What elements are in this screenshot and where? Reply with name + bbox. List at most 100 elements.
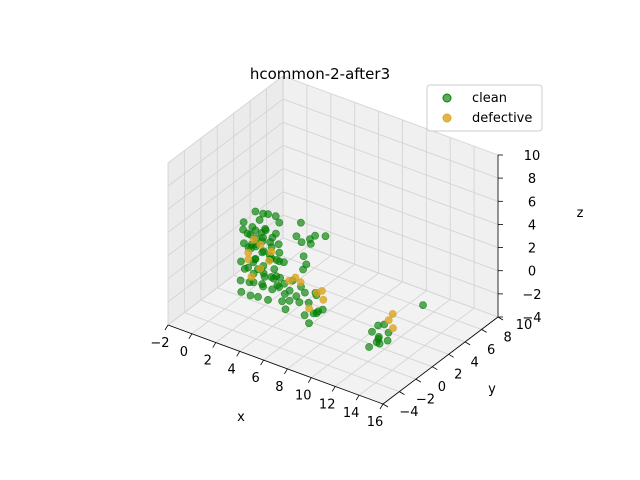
data-point-clean <box>279 258 288 267</box>
x-tick-mark <box>379 403 384 410</box>
data-point-clean <box>270 265 279 273</box>
data-point-clean <box>264 210 272 218</box>
data-point-defective <box>247 272 256 281</box>
data-point-clean <box>374 332 383 341</box>
y-grid-floor <box>184 312 400 393</box>
x-tick-label: 16 <box>367 415 384 430</box>
y-tick-mark <box>415 378 422 383</box>
data-point-clean <box>271 229 280 238</box>
z-tick-label: −2 <box>522 288 541 303</box>
data-point-clean <box>244 263 253 272</box>
z-tick-label: 10 <box>524 149 541 164</box>
data-point-clean <box>237 287 246 296</box>
data-point-clean <box>309 309 318 318</box>
z-grid-back <box>282 75 499 156</box>
data-point-defective <box>291 273 300 282</box>
data-point-clean <box>268 285 277 294</box>
data-point-clean <box>255 216 264 224</box>
data-point-clean <box>305 319 313 328</box>
y-axis-line <box>382 316 499 405</box>
z-tick-label: 8 <box>528 172 536 187</box>
x-grid-floor <box>287 281 403 370</box>
x-tick-label: 14 <box>343 406 360 421</box>
x-grid-floor <box>239 263 355 352</box>
x-tick-mark <box>188 333 193 340</box>
y-tick-label: 10 <box>516 318 533 333</box>
x-grid-floor <box>311 290 427 379</box>
z-grid-back <box>282 168 499 249</box>
data-point-defective <box>384 316 393 325</box>
x-tick-mark <box>260 359 264 366</box>
data-point-clean <box>292 292 301 301</box>
z-axis-label: z <box>577 206 584 221</box>
x-axis-label: x <box>237 410 245 425</box>
y-tick-label: 0 <box>438 380 446 395</box>
x-tick-mark <box>307 377 312 383</box>
x-tick-mark <box>236 351 241 357</box>
data-point-clean <box>299 252 308 261</box>
y-tick-label: 6 <box>487 343 495 358</box>
y-tick-mark <box>382 403 389 408</box>
data-point-defective <box>305 304 313 313</box>
data-point-clean <box>271 212 280 221</box>
legend-marker-defective <box>442 113 452 123</box>
legend-label-defective: defective <box>472 111 532 126</box>
y-tick-label: −4 <box>399 405 418 420</box>
legend: clean defective <box>426 84 543 132</box>
y-grid-floor <box>217 287 433 368</box>
z-grid-back <box>282 98 499 179</box>
x-grid-floor <box>334 299 451 387</box>
data-point-clean <box>276 273 284 282</box>
x-tick-label: 8 <box>275 380 283 395</box>
data-point-clean <box>297 238 306 246</box>
data-point-clean <box>259 282 267 291</box>
data-point-clean <box>278 297 286 306</box>
y-tick-label: −2 <box>416 393 435 408</box>
back-pane <box>283 76 498 317</box>
y-tick-mark <box>481 329 487 333</box>
data-point-defective <box>388 310 397 318</box>
data-point-clean <box>375 339 384 348</box>
z-tick-label: 0 <box>528 265 536 280</box>
data-point-clean <box>259 247 268 256</box>
x-tick-label: 12 <box>319 397 336 412</box>
z-grid-back <box>282 214 499 295</box>
data-point-clean <box>285 296 294 305</box>
x-tick-mark <box>164 324 169 331</box>
data-point-clean <box>254 292 262 301</box>
x-tick-mark <box>355 394 360 401</box>
data-point-clean <box>296 218 305 227</box>
z-grid-left <box>167 145 284 233</box>
y-tick-mark <box>497 316 504 321</box>
z-grid-back <box>282 237 499 318</box>
data-point-defective <box>256 240 265 249</box>
y-tick-label: 4 <box>471 355 479 370</box>
data-point-clean <box>239 218 248 227</box>
data-point-clean <box>383 336 392 345</box>
data-point-clean <box>260 272 269 281</box>
y-tick-mark <box>464 341 471 346</box>
data-point-clean <box>236 276 245 285</box>
data-point-clean <box>302 260 311 269</box>
x-tick-label: 10 <box>295 389 312 404</box>
z-grid-back <box>282 191 499 272</box>
y-tick-label: 8 <box>503 330 511 345</box>
y-tick-mark <box>448 353 454 358</box>
data-point-defective <box>296 278 305 287</box>
x-grid-floor <box>358 307 475 396</box>
z-tick-label: 4 <box>528 218 536 233</box>
x-tick-label: 0 <box>180 345 188 360</box>
data-point-clean <box>300 288 309 297</box>
x-tick-label: −2 <box>150 336 169 351</box>
data-point-clean <box>251 207 260 216</box>
data-point-defective <box>250 235 258 244</box>
data-point-clean <box>300 311 309 320</box>
y-tick-label: 2 <box>454 368 462 383</box>
data-point-defective <box>285 276 293 285</box>
data-point-defective <box>319 295 328 304</box>
data-point-defective <box>265 256 273 265</box>
data-point-clean <box>237 257 245 266</box>
z-grid-left <box>167 98 284 187</box>
z-tick-label: −4 <box>522 311 541 326</box>
